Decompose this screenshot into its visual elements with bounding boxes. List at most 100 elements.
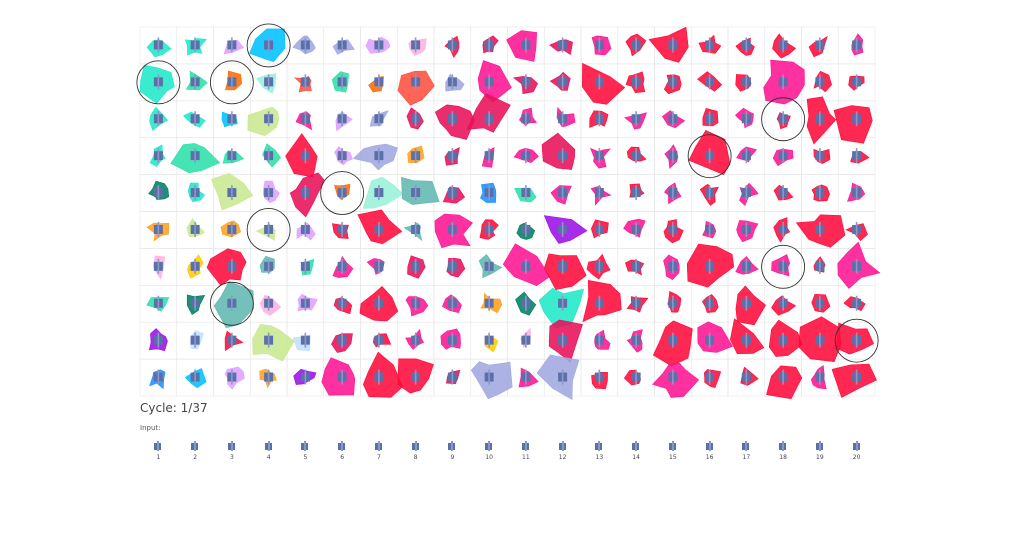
- node-stem-icon: [672, 221, 674, 237]
- glyph-polygon: [247, 106, 280, 137]
- node-stem-icon: [378, 258, 380, 274]
- node-stem-icon: [672, 185, 674, 201]
- input-item[interactable]: 14: [618, 438, 655, 508]
- node-stem-icon: [819, 74, 821, 90]
- input-glyph-icon: [594, 441, 604, 451]
- input-item[interactable]: 18: [765, 438, 802, 508]
- node-stem-icon: [598, 37, 601, 53]
- highlight-ring: [834, 318, 879, 363]
- node-stem-icon: [782, 295, 784, 311]
- input-item[interactable]: 9: [434, 438, 471, 508]
- node-stem-icon: [672, 332, 674, 348]
- input-number: 17: [742, 454, 751, 461]
- node-stem-icon: [451, 111, 454, 127]
- input-number: 18: [779, 454, 787, 461]
- node-stem-icon: [598, 369, 601, 385]
- input-item[interactable]: 19: [802, 438, 839, 508]
- node-stem-icon: [635, 111, 637, 127]
- node-stem-icon: [708, 258, 711, 274]
- input-item[interactable]: 5: [287, 438, 324, 508]
- node-stem-icon: [231, 369, 233, 385]
- node-stem-icon: [488, 295, 490, 311]
- node-stem-icon: [561, 37, 564, 53]
- node-stem-icon: [745, 332, 748, 348]
- input-item[interactable]: 16: [691, 438, 728, 508]
- node-stem-icon: [525, 74, 527, 90]
- node-stem-icon: [672, 369, 674, 385]
- input-item[interactable]: 8: [397, 438, 434, 508]
- input-number: 15: [669, 454, 677, 461]
- input-item[interactable]: 6: [324, 438, 361, 508]
- node-stem-icon: [855, 74, 858, 90]
- node-stem-icon: [708, 369, 711, 385]
- node-stem-icon: [561, 295, 564, 311]
- glyph-polygon: [477, 60, 512, 103]
- input-item[interactable]: 10: [471, 438, 508, 508]
- node-stem-icon: [414, 332, 417, 348]
- node-stem-icon: [341, 37, 343, 53]
- highlight-ring: [209, 60, 254, 105]
- glyph-polygon: [206, 248, 247, 286]
- input-number: 14: [632, 454, 640, 461]
- som-grid: [136, 23, 881, 400]
- node-stem-icon: [708, 332, 711, 348]
- node-stem-icon: [561, 74, 564, 90]
- node-stem-icon: [819, 295, 821, 311]
- node-stem-icon: [267, 148, 270, 164]
- input-number: 19: [816, 454, 824, 461]
- input-item[interactable]: 3: [214, 438, 251, 508]
- node-stem-icon: [819, 369, 821, 385]
- highlight-ring: [320, 171, 365, 216]
- input-item[interactable]: 20: [838, 438, 875, 508]
- input-item[interactable]: 12: [544, 438, 581, 508]
- node-stem-icon: [451, 369, 454, 385]
- node-stem-icon: [414, 148, 417, 164]
- input-item[interactable]: 7: [361, 438, 398, 508]
- node-stem-icon: [598, 221, 601, 237]
- node-stem-icon: [414, 221, 417, 237]
- node-stem-icon: [525, 332, 527, 348]
- highlight-ring: [136, 60, 181, 105]
- node-stem-icon: [819, 221, 821, 237]
- input-glyph-icon: [190, 441, 200, 451]
- node-stem-icon: [855, 295, 858, 311]
- node-stem-icon: [414, 111, 417, 127]
- input-glyph-icon: [668, 441, 678, 451]
- node-stem-icon: [488, 185, 490, 201]
- node-stem-icon: [231, 111, 233, 127]
- node-stem-icon: [782, 332, 784, 348]
- input-glyph-icon: [300, 441, 310, 451]
- input-strip: 1 2 3 4 5 6 7 8 9 10 11 12 13 14 15 16 17 18 19 20: [140, 438, 875, 508]
- node-stem-icon: [855, 221, 858, 237]
- input-item[interactable]: 13: [581, 438, 618, 508]
- input-item[interactable]: 11: [508, 438, 545, 508]
- node-stem-icon: [414, 185, 417, 201]
- input-item[interactable]: 15: [655, 438, 692, 508]
- input-glyph-icon: [227, 441, 237, 451]
- input-item[interactable]: 17: [728, 438, 765, 508]
- node-stem-icon: [819, 185, 821, 201]
- node-stem-icon: [378, 111, 380, 127]
- node-stem-icon: [341, 148, 343, 164]
- node-stem-icon: [267, 369, 270, 385]
- node-stem-icon: [451, 74, 454, 90]
- node-stem-icon: [855, 148, 858, 164]
- input-item[interactable]: 2: [177, 438, 214, 508]
- node-stem-icon: [488, 369, 490, 385]
- node-stem-icon: [267, 74, 270, 90]
- input-number: 6: [340, 454, 345, 461]
- input-item[interactable]: 1: [140, 438, 177, 508]
- node-stem-icon: [561, 258, 564, 274]
- node-stem-icon: [635, 185, 637, 201]
- node-stem-icon: [819, 258, 821, 274]
- node-stem-icon: [341, 369, 343, 385]
- input-number: 9: [450, 454, 455, 461]
- input-item[interactable]: 4: [250, 438, 287, 508]
- node-stem-icon: [267, 295, 270, 311]
- input-number: 5: [303, 454, 308, 461]
- node-stem-icon: [157, 295, 160, 311]
- highlight-ring: [761, 97, 806, 142]
- node-stem-icon: [488, 111, 490, 127]
- input-number: 11: [522, 454, 530, 461]
- node-stem-icon: [414, 37, 417, 53]
